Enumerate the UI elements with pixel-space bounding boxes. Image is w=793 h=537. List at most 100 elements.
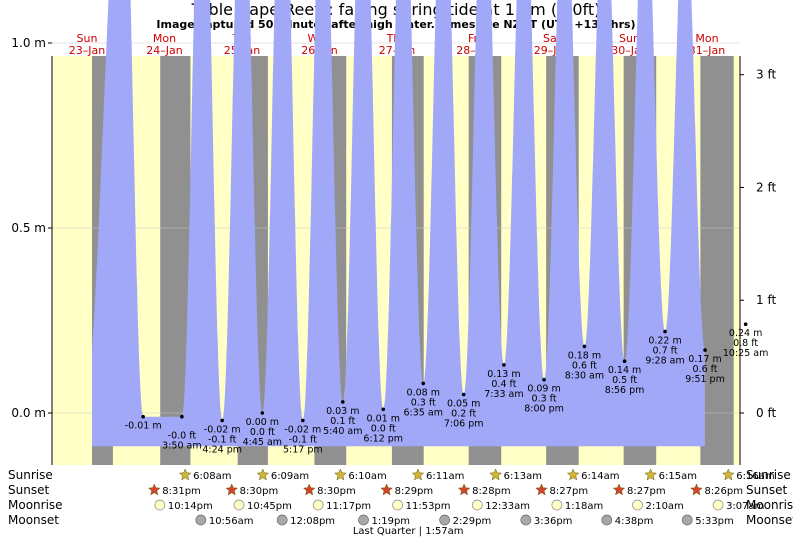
moonrise-time: 1:18am	[565, 501, 603, 512]
axes: 1.5 m1.0 m0.5 m0.0 m6 ft5 ft4 ft3 ft2 ft…	[11, 36, 776, 465]
low-tide-metres: 0.18 m	[568, 350, 601, 361]
low-tide-feet: 0.1 ft	[330, 416, 355, 427]
low-tide-feet: 0.6 ft	[693, 364, 718, 375]
low-tide-feet: 0.2 ft	[451, 409, 476, 420]
day-date: 31–Jan	[689, 44, 725, 57]
sunrise-time: 6:16am	[736, 471, 774, 482]
sunset-time: 8:30pm	[317, 486, 356, 497]
row-label-left: Sunset	[8, 483, 49, 497]
low-tide-time: 6:12 pm	[363, 433, 403, 444]
row-label-right: Moonrise	[746, 498, 793, 512]
low-tide-time: 8:56 pm	[605, 385, 645, 396]
sunrise-icon	[644, 468, 658, 481]
low-tide-time: 8:30 am	[565, 370, 604, 381]
moonset-icon	[439, 514, 451, 526]
moonset-icon	[601, 514, 613, 526]
low-tide-feet: 0.0 ft	[371, 423, 396, 434]
low-tide-metres: 0.22 m	[648, 336, 681, 347]
low-tide-metres: 0.09 m	[527, 384, 560, 395]
moonrise-icon	[392, 499, 403, 511]
moonset-icon	[520, 514, 532, 526]
moonset-time: 2:29pm	[453, 516, 492, 527]
low-tide-metres: -0.01 m	[125, 421, 162, 432]
moonrise-time: 11:17pm	[326, 501, 371, 512]
moonset-icon	[195, 514, 207, 526]
sunset-icon	[302, 483, 316, 496]
sunset-time: 8:28pm	[472, 486, 511, 497]
sunrise-time: 6:08am	[193, 471, 231, 482]
row-label-left: Sunrise	[8, 468, 53, 482]
moonrise-icon	[471, 499, 483, 511]
low-tide-feet: 0.7 ft	[653, 346, 678, 357]
low-tide-feet: 0.5 ft	[612, 375, 637, 386]
low-tide-dot	[141, 414, 145, 419]
metre-tick-label: 0.5 m	[11, 221, 46, 235]
moonset-icon	[276, 514, 288, 526]
sunrise-time: 6:14am	[581, 471, 619, 482]
low-tide-feet: 0.8 ft	[733, 338, 758, 349]
feet-tick-label: 3 ft	[756, 68, 776, 82]
low-tide-metres: 0.05 m	[447, 399, 480, 410]
sunset-icon	[535, 483, 548, 496]
sunset-time: 8:29pm	[395, 486, 434, 497]
low-tide-time: 6:35 am	[404, 407, 443, 418]
moonrise-time: 11:53pm	[406, 501, 451, 512]
low-tide-time: 10:25 am	[723, 348, 768, 359]
feet-tick-label: 2 ft	[756, 180, 776, 194]
sunrise-time: 6:11am	[426, 471, 464, 482]
sunset-time: 8:31pm	[162, 486, 201, 497]
low-tide-dot	[260, 411, 265, 415]
sunrise-time: 6:10am	[348, 471, 386, 482]
sunset-icon	[380, 483, 393, 496]
metre-tick-label: 0.0 m	[11, 406, 46, 420]
sunset-icon	[457, 483, 471, 496]
low-tide-metres: 0.17 m	[688, 354, 721, 365]
feet-tick-label: 1 ft	[756, 293, 776, 307]
sunset-icon	[147, 483, 161, 496]
sunset-icon	[225, 483, 239, 496]
metre-tick-label: 1.0 m	[11, 36, 46, 50]
day-date: 23–Jan	[69, 44, 105, 57]
row-label-right: Sunset	[746, 483, 787, 497]
sunrise-icon	[411, 468, 425, 481]
moonrise-time: 10:14pm	[168, 501, 213, 512]
moonrise-icon	[551, 499, 563, 511]
low-tide-feet: 0.4 ft	[491, 379, 516, 390]
low-tide-dot	[622, 359, 627, 364]
low-tide-feet: 0.0 ft	[250, 427, 275, 438]
moonrise-time: 10:45pm	[247, 501, 292, 512]
low-tide-metres: -0.02 m	[204, 424, 241, 435]
sunrise-time: 6:15am	[659, 471, 697, 482]
sunrise-icon	[334, 468, 347, 481]
moonset-icon	[358, 514, 369, 526]
low-tide-dot	[502, 363, 506, 367]
low-tide-metres: 0.01 m	[367, 413, 400, 424]
day-date: 24–Jan	[146, 44, 182, 57]
low-tide-feet: 0.3 ft	[411, 397, 436, 408]
low-tide-time: 4:45 am	[243, 437, 282, 448]
low-tide-time: 5:17 pm	[283, 444, 323, 455]
moonset-icon	[681, 514, 693, 526]
sunrise-time: 6:09am	[271, 471, 309, 482]
low-tide-metres: 0.14 m	[608, 365, 641, 376]
low-tide-metres: 0.08 m	[407, 387, 440, 398]
night-band	[700, 56, 734, 465]
row-label-right: Moonset	[746, 513, 793, 527]
tide-labels: 9:40 pm5.2 ft1.60 m10:07 am5.6 ft1.71 m1…	[125, 322, 768, 455]
sunrise-icon	[721, 468, 735, 481]
sunrise-icon	[566, 468, 580, 481]
low-tide-time: 5:40 am	[323, 426, 362, 437]
low-tide-feet: 0.6 ft	[572, 360, 597, 371]
sunset-time: 8:27pm	[550, 486, 589, 497]
moonset-time: 4:38pm	[615, 516, 654, 527]
sunset-time: 8:27pm	[627, 486, 666, 497]
sunrise-icon	[256, 468, 270, 481]
low-tide-dot	[743, 322, 748, 327]
chart-title: Table Cape Reefs: falling spring tide at…	[191, 0, 601, 19]
day-weekday: Mon	[153, 32, 176, 45]
sunset-time: 8:26pm	[704, 486, 743, 497]
sunset-icon	[612, 483, 626, 496]
low-tide-dot	[301, 418, 305, 423]
